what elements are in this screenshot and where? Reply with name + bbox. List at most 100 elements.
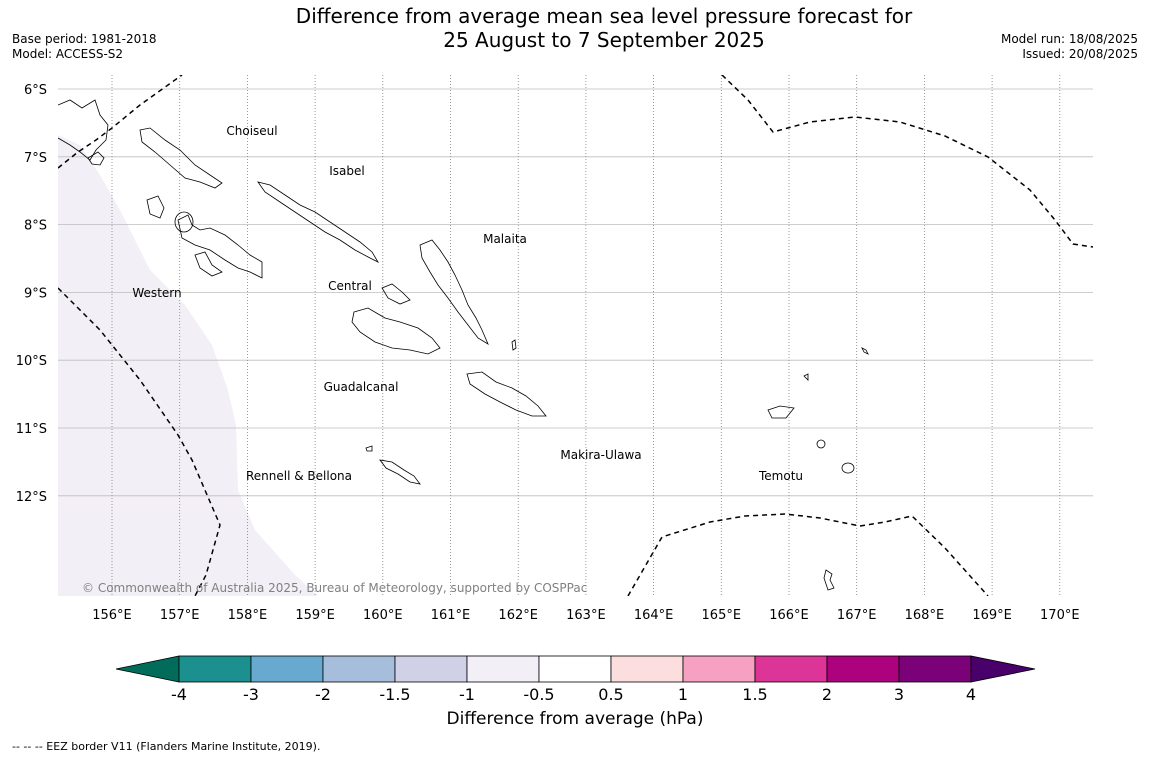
colorbar	[115, 655, 1036, 683]
latitude-label: 6°S	[24, 83, 47, 98]
colorbar-tick-label: -4	[171, 685, 187, 704]
eez-south	[627, 513, 989, 596]
longitude-label: 157°E	[160, 608, 200, 623]
colorbar-tick-label: -0.5	[523, 685, 554, 704]
vella-lavella-island	[146, 195, 165, 219]
latitude-labels: 6°S 7°S 8°S 9°S 10°S 11°S 12°S	[16, 83, 47, 505]
base-period-text: Base period: 1981-2018	[12, 32, 157, 46]
longitude-label: 167°E	[837, 608, 877, 623]
colorbar-segment	[538, 655, 612, 683]
latitude-label: 7°S	[24, 151, 47, 166]
colorbar-segment	[394, 655, 468, 683]
makira-island	[466, 371, 547, 417]
isabel-island	[257, 181, 380, 263]
florida-islands	[381, 283, 411, 305]
longitude-label: 164°E	[634, 608, 674, 623]
issued-text: Issued: 20/08/2025	[1022, 47, 1138, 61]
latitude-label: 10°S	[16, 354, 47, 369]
reef-islands	[803, 373, 809, 381]
vanikoro-island	[841, 462, 855, 474]
colorbar-over-arrow	[970, 655, 1036, 683]
model-text: Model: ACCESS-S2	[12, 47, 124, 61]
eez-border	[58, 75, 1093, 596]
latitude-label: 12°S	[16, 490, 47, 505]
colorbar-segment	[754, 655, 828, 683]
province-label-western: Western	[132, 286, 181, 300]
province-label-malaita: Malaita	[483, 232, 527, 246]
utupua-island	[816, 439, 826, 449]
latitude-label: 11°S	[16, 422, 47, 437]
ontong-java-atoll	[861, 347, 869, 355]
longitude-label: 160°E	[363, 608, 403, 623]
longitude-labels: 156°E 157°E 158°E 159°E 160°E 161°E 162°E 163°E…	[92, 608, 1079, 623]
title-line-1: Difference from average mean sea level p…	[295, 4, 913, 28]
longitude-label: 161°E	[431, 608, 471, 623]
longitude-label: 169°E	[972, 608, 1012, 623]
bellona-island	[365, 445, 373, 452]
map-area: © Commonwealth of Australia 2025, Bureau…	[58, 75, 1093, 596]
colorbar-tick-label: -2	[315, 685, 331, 704]
colorbar-tick-label: 4	[966, 685, 976, 704]
santa-cruz-island	[767, 405, 795, 419]
colorbar-tick-labels: -4 -3 -2 -1.5 -1 -0.5 0.5 1 1.5 2 3 4	[171, 685, 976, 704]
copyright-text: © Commonwealth of Australia 2025, Bureau…	[82, 581, 587, 595]
colorbar-segment	[466, 655, 540, 683]
eez-northeast	[721, 75, 1093, 248]
colorbar-segment	[682, 655, 756, 683]
longitude-label: 165°E	[702, 608, 742, 623]
colorbar-tick-label: 3	[894, 685, 904, 704]
colorbar-segment	[322, 655, 396, 683]
province-label-isabel: Isabel	[329, 164, 364, 178]
latitude-label: 9°S	[24, 286, 47, 301]
model-run-text: Model run: 18/08/2025	[1000, 32, 1138, 46]
colorbar-segment	[610, 655, 684, 683]
rendova-island	[194, 251, 223, 277]
eez-footnote: -- -- -- EEZ border V11 (Flanders Marine…	[12, 740, 321, 753]
colorbar-tick-label: -1	[459, 685, 475, 704]
longitude-label: 163°E	[566, 608, 606, 623]
island-outlines	[58, 99, 869, 591]
colorbar-tick-label: -3	[243, 685, 259, 704]
province-label-rennell-bellona: Rennell & Bellona	[246, 469, 352, 483]
longitude-label: 159°E	[295, 608, 335, 623]
colorbar-label: Difference from average (hPa)	[446, 709, 704, 729]
title-line-2: 25 August to 7 September 2025	[443, 28, 765, 52]
longitude-label: 156°E	[92, 608, 132, 623]
malaita-island	[419, 239, 489, 345]
longitude-label: 158°E	[228, 608, 268, 623]
shortland-islands	[87, 151, 105, 166]
latitude-gridlines	[58, 88, 1093, 497]
tikopia-island	[823, 569, 835, 591]
colorbar-under-arrow	[115, 655, 180, 683]
province-label-central: Central	[328, 279, 372, 293]
colorbar-tick-label: -1.5	[379, 685, 410, 704]
colorbar-segment	[826, 655, 900, 683]
choiseul-island	[139, 127, 223, 189]
longitude-label: 170°E	[1040, 608, 1080, 623]
latitude-label: 8°S	[24, 219, 47, 234]
bougainville-coast	[58, 99, 109, 161]
province-label-makira-ulawa: Makira-Ulawa	[560, 448, 641, 462]
colorbar-tick-label: 0.5	[598, 685, 623, 704]
sikaiana-atoll	[511, 339, 517, 351]
rennell-island	[379, 459, 421, 485]
kolombangara-island	[174, 211, 194, 233]
new-georgia-island	[177, 214, 263, 279]
eez-west-upper	[58, 75, 183, 169]
chart-title: Difference from average mean sea level p…	[0, 4, 1150, 52]
anomaly-shading	[58, 135, 318, 596]
colorbar-segment	[898, 655, 972, 683]
longitude-label: 162°E	[498, 608, 538, 623]
province-labels: Choiseul Isabel Malaita Western Central …	[132, 124, 803, 483]
guadalcanal-island	[351, 307, 441, 355]
metadata-right: Model run: 18/08/2025 Issued: 20/08/2025	[1001, 32, 1138, 62]
longitude-label: 166°E	[769, 608, 809, 623]
colorbar-tick-label: 1	[678, 685, 688, 704]
province-label-guadalcanal: Guadalcanal	[324, 380, 399, 394]
province-label-choiseul: Choiseul	[226, 124, 277, 138]
metadata-left: Base period: 1981-2018 Model: ACCESS-S2	[12, 32, 157, 62]
colorbar-segment	[250, 655, 324, 683]
province-label-temotu: Temotu	[758, 469, 803, 483]
longitude-label: 168°E	[905, 608, 945, 623]
